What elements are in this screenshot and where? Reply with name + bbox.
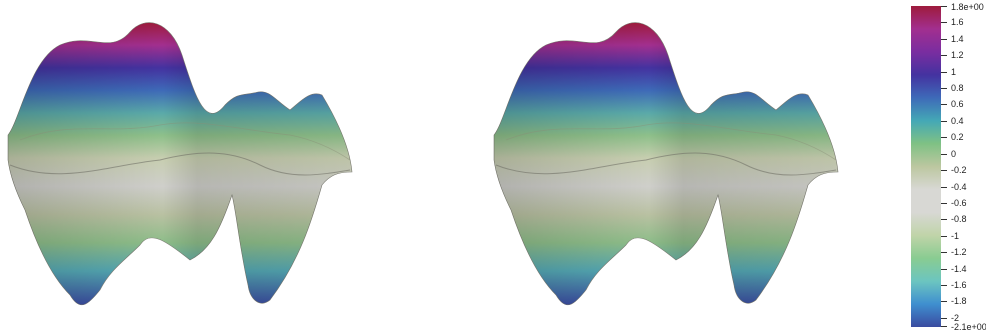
colorbar-tick <box>941 39 947 40</box>
colorbar-tick <box>941 187 947 188</box>
colorbar-tick <box>941 55 947 56</box>
surface-ridge-line <box>9 152 351 176</box>
surface-contour-line <box>19 122 351 161</box>
colorbar-tick <box>941 252 947 253</box>
colorbar-tick <box>941 203 947 204</box>
colorbar-tick <box>941 170 947 171</box>
surface-ridge-line <box>495 152 837 176</box>
colorbar-max-label: 1.8e+00 <box>951 2 984 12</box>
colorbar-tick-label: -1 <box>951 231 960 241</box>
colorbar-tick-label: -1.6 <box>951 280 967 290</box>
colorbar-tick <box>941 22 947 23</box>
surface-shading <box>8 22 352 305</box>
colorbar-tick-label: 1 <box>951 67 957 77</box>
colorbar-tick <box>941 269 947 270</box>
colorbar-tick-label: -0.4 <box>951 182 967 192</box>
colorbar-tick <box>941 301 947 302</box>
right-3d-view[interactable] <box>470 0 900 332</box>
colorbar-tick-label: 0.8 <box>951 83 964 93</box>
colorbar-gradient <box>911 6 941 327</box>
colorbar-tick <box>941 104 947 105</box>
colorbar-tick-max <box>941 6 947 7</box>
surface-contour-line <box>505 122 837 161</box>
colorbar-tick-label: -1.8 <box>951 296 967 306</box>
colorbar-tick <box>941 154 947 155</box>
colorbar-min-label: -2.1e+00 <box>951 322 986 332</box>
colorbar-tick <box>941 72 947 73</box>
colorbar-tick-label: -0.2 <box>951 165 967 175</box>
surface-plot-left[interactable] <box>0 0 470 332</box>
colorbar-tick-label: -0.6 <box>951 198 967 208</box>
colorbar-tick-label: -1.4 <box>951 264 967 274</box>
colorbar-tick <box>941 236 947 237</box>
colorbar-tick-label: -2 <box>951 313 960 323</box>
colorbar-tick-label: 1.2 <box>951 50 964 60</box>
colorbar-tick-label: 1.6 <box>951 17 964 27</box>
surface-plot-right[interactable] <box>470 0 900 332</box>
colorbar-tick <box>941 137 947 138</box>
colorbar-tick-label: 0.4 <box>951 116 964 126</box>
colorbar-tick-label: -0.8 <box>951 214 967 224</box>
colorbar-tick-label: 0 <box>951 149 957 159</box>
color-legend[interactable]: 1.8e+00 -2.1e+00 1.6 1.4 1.2 1 0.8 0.6 0.4 0.2 0… <box>911 2 986 332</box>
colorbar-tick <box>941 219 947 220</box>
left-3d-view[interactable] <box>0 0 470 332</box>
colorbar-tick <box>941 88 947 89</box>
colorbar-tick-min <box>941 326 947 327</box>
colorbar-tick <box>941 318 947 319</box>
surface-shading <box>494 22 838 305</box>
colorbar-tick-label: 1.4 <box>951 34 964 44</box>
colorbar-tick-label: -1.2 <box>951 247 967 257</box>
colorbar-tick-label: 0.2 <box>951 132 964 142</box>
colorbar-tick-label: 0.6 <box>951 99 964 109</box>
colorbar-tick <box>941 121 947 122</box>
colorbar-tick <box>941 285 947 286</box>
